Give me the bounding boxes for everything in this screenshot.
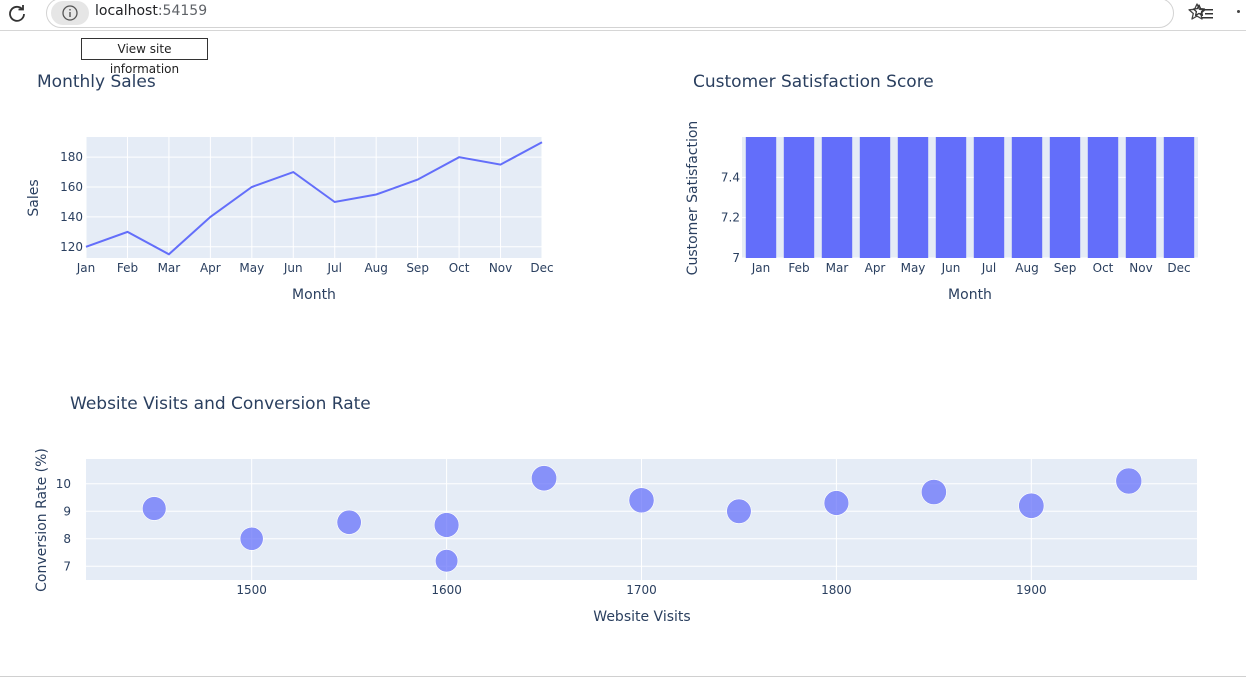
- visits-x-tick-label: 1800: [821, 583, 852, 597]
- satisfaction-bars: [745, 137, 1195, 258]
- sales-x-tick-label: Sep: [406, 261, 429, 275]
- satisfaction-bar[interactable]: [821, 137, 853, 258]
- visits-y-tick-label: 7: [63, 559, 71, 573]
- satisfaction-x-axis-title: Month: [948, 287, 992, 303]
- satisfaction-bar[interactable]: [897, 137, 929, 258]
- visits-scatter-point[interactable]: [239, 526, 264, 551]
- sales-x-tick-label: Jan: [76, 261, 96, 275]
- visits-y-axis-title: Conversion Rate (%): [34, 448, 50, 592]
- satisfaction-x-tick-label: Mar: [826, 261, 849, 275]
- satisfaction-x-tick-label: Apr: [865, 261, 886, 275]
- satisfaction-x-tick-label: May: [901, 261, 926, 275]
- sales-x-tick-label: Nov: [489, 261, 512, 275]
- visits-scatter-point[interactable]: [336, 509, 362, 535]
- visits-y-tick-label: 8: [63, 532, 71, 546]
- sales-y-tick-label: 180: [60, 150, 83, 164]
- satisfaction-bar[interactable]: [1125, 137, 1157, 258]
- sales-tick-labels: Jan Feb Mar Apr May Jun Jul Aug Sep Oct Nov Dec 120 1…: [60, 150, 554, 275]
- address-bar[interactable]: localhost:54159: [46, 0, 1206, 28]
- monthly-sales-chart: Monthly Sales Jan Feb Mar Apr May Jun Jul Aug Se…: [26, 72, 554, 303]
- satisfaction-bar[interactable]: [973, 137, 1005, 258]
- visits-x-tick-label: 1500: [236, 583, 267, 597]
- sales-x-tick-label: Jul: [326, 261, 341, 275]
- satisfaction-chart: Customer Satisfaction Score 7 7.2 7.4 Jan Fe…: [685, 72, 1198, 303]
- visits-x-axis-title: Website Visits: [593, 609, 690, 625]
- visits-scatter-point[interactable]: [726, 498, 752, 524]
- sales-y-axis-title: Sales: [26, 179, 42, 216]
- sales-gridlines: [85, 137, 543, 258]
- satisfaction-x-tick-label: Dec: [1167, 261, 1190, 275]
- sales-plot-area[interactable]: [86, 137, 542, 258]
- visits-x-tick-label: 1700: [626, 583, 657, 597]
- satisfaction-x-tick-label: Feb: [788, 261, 809, 275]
- visits-scatter-point[interactable]: [433, 512, 460, 538]
- url-text: localhost:54159: [95, 3, 207, 19]
- browser-toolbar: localhost:54159: [0, 0, 1246, 31]
- satisfaction-bar[interactable]: [1049, 137, 1081, 258]
- satisfaction-bar[interactable]: [859, 137, 891, 258]
- sales-y-tick-label: 140: [60, 210, 83, 224]
- satisfaction-y-tick-label: 7: [732, 251, 740, 265]
- sales-y-tick-label: 120: [60, 240, 83, 254]
- visits-conversion-chart: Website Visits and Conversion Rate 1500 1…: [34, 394, 1197, 625]
- visits-y-tick-label: 10: [56, 477, 71, 491]
- satisfaction-tick-labels: 7 7.2 7.4 Jan Feb Mar Apr May Jun Jul Aug Sep Oct Nov…: [721, 170, 1191, 275]
- sales-x-tick-label: Jun: [283, 261, 303, 275]
- visits-scatter-point[interactable]: [920, 479, 947, 505]
- sales-line[interactable]: [85, 141, 543, 256]
- reload-icon[interactable]: [6, 3, 28, 25]
- sales-x-tick-label: Aug: [364, 261, 387, 275]
- url-host: localhost: [95, 3, 158, 19]
- visits-scatter-point[interactable]: [1018, 492, 1045, 519]
- satisfaction-gridlines: [742, 176, 1198, 259]
- satisfaction-bar[interactable]: [783, 137, 815, 258]
- visits-scatter-point[interactable]: [531, 465, 558, 492]
- satisfaction-chart-title: Customer Satisfaction Score: [693, 72, 934, 92]
- satisfaction-bar[interactable]: [1087, 137, 1119, 258]
- satisfaction-x-tick-label: Nov: [1129, 261, 1152, 275]
- site-info-tooltip: View site information: [81, 38, 208, 76]
- visits-points: [142, 465, 1143, 573]
- satisfaction-x-tick-label: Oct: [1093, 261, 1114, 275]
- satisfaction-plot-area[interactable]: [742, 137, 1198, 258]
- page-bottom-border: [0, 676, 1246, 677]
- sales-x-tick-label: Apr: [200, 261, 221, 275]
- visits-chart-title: Website Visits and Conversion Rate: [70, 394, 371, 414]
- sales-x-tick-label: Feb: [117, 261, 138, 275]
- sales-y-tick-label: 160: [60, 180, 83, 194]
- visits-tick-labels: 1500 1600 1700 1800 1900 7 8 9 10: [56, 477, 1047, 597]
- visits-x-tick-label: 1900: [1016, 583, 1047, 597]
- visits-scatter-point[interactable]: [823, 490, 850, 516]
- satisfaction-bar[interactable]: [1011, 137, 1043, 258]
- sales-x-tick-label: May: [239, 261, 264, 275]
- satisfaction-bar[interactable]: [935, 137, 967, 258]
- visits-scatter-point[interactable]: [1115, 467, 1143, 495]
- satisfaction-bar[interactable]: [1163, 137, 1195, 258]
- satisfaction-y-tick-label: 7.4: [721, 170, 740, 184]
- sales-x-axis-title: Month: [292, 287, 336, 303]
- satisfaction-y-tick-label: 7.2: [721, 211, 740, 225]
- visits-x-tick-label: 1600: [431, 583, 462, 597]
- sales-x-tick-label: Mar: [158, 261, 181, 275]
- url-port: :54159: [157, 3, 208, 19]
- satisfaction-x-tick-label: Aug: [1015, 261, 1038, 275]
- satisfaction-bar[interactable]: [745, 137, 777, 258]
- sales-x-tick-label: Dec: [530, 261, 553, 275]
- satisfaction-x-tick-label: Sep: [1054, 261, 1077, 275]
- browser-menu-icon[interactable]: [1237, 10, 1240, 13]
- site-info-button[interactable]: [51, 1, 89, 25]
- reading-list-icon[interactable]: [1192, 3, 1214, 23]
- satisfaction-x-tick-label: Jul: [981, 261, 996, 275]
- visits-scatter-point[interactable]: [628, 487, 655, 514]
- visits-scatter-point[interactable]: [434, 549, 459, 573]
- info-icon: [62, 5, 78, 21]
- satisfaction-y-axis-title: Customer Satisfaction: [685, 121, 701, 276]
- satisfaction-x-tick-label: Jun: [941, 261, 961, 275]
- visits-y-tick-label: 9: [63, 504, 71, 518]
- satisfaction-x-tick-label: Jan: [751, 261, 771, 275]
- sales-x-tick-label: Oct: [449, 261, 470, 275]
- visits-scatter-point[interactable]: [142, 496, 167, 521]
- sales-chart-title: Monthly Sales: [37, 72, 156, 92]
